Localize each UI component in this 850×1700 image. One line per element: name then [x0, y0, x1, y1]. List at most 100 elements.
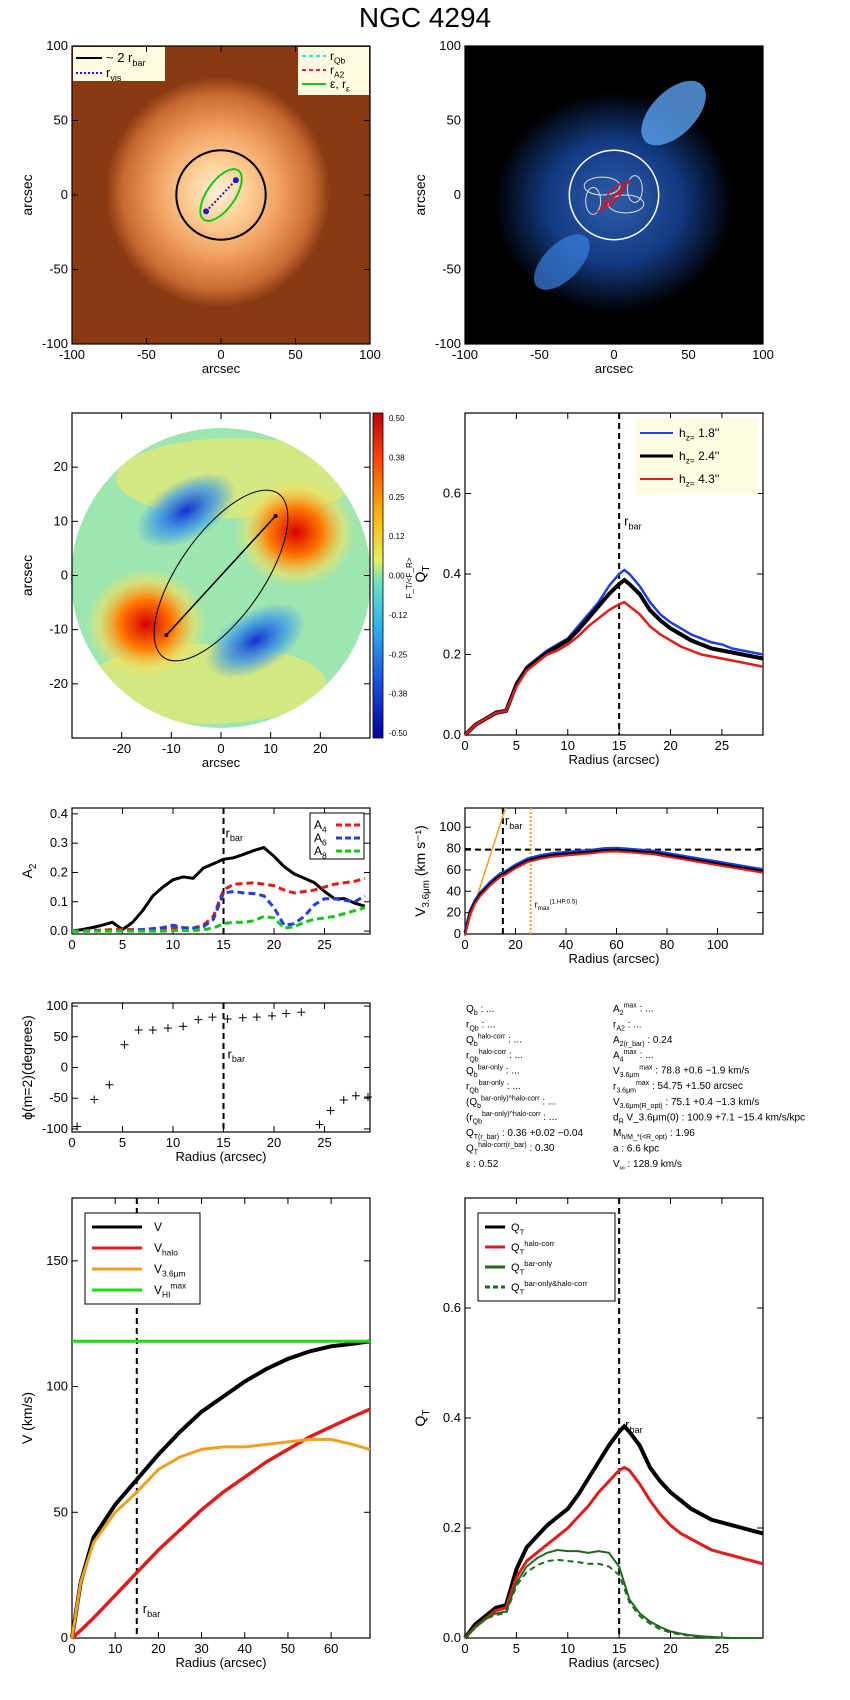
p7-xtick-label: 25	[317, 1135, 331, 1150]
colorbar-tick-label: -0.25	[389, 650, 408, 659]
p4-xtick-label: 10	[561, 738, 575, 753]
page-title: NGC 4294	[358, 2, 492, 33]
p7-ytick-label: 50	[54, 1029, 68, 1044]
p7-xtick-label: 20	[267, 1135, 281, 1150]
p7-ytick-label: 100	[46, 998, 68, 1013]
rvis-line	[205, 179, 237, 213]
phase-point	[351, 1091, 360, 1100]
phase-point	[90, 1095, 99, 1104]
p3-xtick-label: 20	[313, 741, 327, 756]
map-content	[71, 428, 371, 728]
rbar-label: rbar	[226, 825, 244, 843]
p6-ytick-label: 40	[447, 883, 461, 898]
series-line	[464, 850, 764, 936]
info-right-item: A4max : ...	[613, 1049, 653, 1064]
bar-axis	[596, 179, 632, 214]
series-line	[464, 600, 764, 736]
info-right-item: dR V_3.6μm(0) : 100.9 +7.1 −15.4 km/s/kp…	[613, 1113, 805, 1126]
legend-label: QTbar-only&halo-corr	[511, 1279, 588, 1296]
positive-lobe	[86, 569, 207, 680]
p2-ytick-label: 50	[447, 113, 461, 128]
p10-ytick-label: 0.4	[443, 1410, 461, 1425]
phase-point	[120, 1040, 129, 1049]
p3-ytick-label: 0	[61, 568, 68, 583]
phase-point	[252, 1013, 261, 1022]
p9-ytick-label: 0	[61, 1630, 68, 1645]
p6-xlabel: Radius (arcsec)	[568, 951, 659, 966]
phase-point	[148, 1026, 157, 1035]
legend-right-label: rQb	[330, 49, 346, 66]
series-line	[464, 1548, 763, 1639]
info-left-item: rQbbar-only : ...	[466, 1080, 521, 1095]
p5-frame	[71, 807, 371, 935]
p10-ytick-label: 0.2	[443, 1520, 461, 1535]
p9-xtick-label: 0	[68, 1641, 75, 1656]
colorbar-tick-label: -0.50	[389, 729, 408, 738]
legend-label: QTbar-only	[511, 1259, 552, 1276]
p7-xtick-label: 15	[216, 1135, 230, 1150]
p9-ylabel: V (km/s)	[19, 1392, 35, 1444]
phase-point	[223, 1014, 232, 1023]
p3-ylabel: arcsec	[19, 555, 35, 596]
p3-xtick-label: -20	[112, 741, 131, 756]
colorbar-tick-label: 0.25	[389, 493, 405, 502]
p7-xtick-label: 0	[68, 1135, 75, 1150]
info-left-item: ε : 0.52	[466, 1159, 499, 1170]
two-rbar-circle	[175, 149, 267, 241]
p10-ytick-label: 0.6	[443, 1300, 461, 1315]
series-line	[70, 1407, 371, 1640]
legend-right-label: ε, rε	[330, 77, 350, 94]
series-line	[72, 906, 366, 933]
p3-xtick-label: 10	[263, 741, 277, 756]
p10-xlabel: Radius (arcsec)	[568, 1655, 659, 1670]
p1-ytick-label: -100	[42, 336, 68, 351]
p4-ytick-label: 0.4	[443, 566, 461, 581]
p2-ylabel: arcsec	[412, 174, 428, 215]
p4-ylabel: QT	[412, 566, 432, 583]
panel-fourier-amplitudes: 05101520250.00.10.20.30.4A2rbarA4A6A8Rad…	[19, 806, 371, 952]
p4-xtick-label: 0	[461, 738, 468, 753]
panel-force-map: -20 -10 0 10 20 -20 -10 0 10 20 arcsec arcsec 0.50 0.…	[19, 412, 414, 770]
p6-xtick-label: 60	[609, 937, 623, 952]
force-contour	[585, 187, 602, 215]
rbar-label: rbar	[143, 1601, 161, 1619]
p3-ytick-label: 10	[54, 513, 68, 528]
info-left-item: (Qbbar-only)^halo-corr : ...	[466, 1096, 556, 1111]
rvis-end	[203, 208, 210, 215]
colorbar	[372, 412, 384, 739]
series-line	[463, 1423, 764, 1640]
rmax-label: rmax(1.HP,0.5)	[535, 898, 578, 912]
p2-xtick-label: 100	[752, 347, 774, 362]
p9-xtick-label: 40	[238, 1641, 252, 1656]
p3-xtick-label: -10	[162, 741, 181, 756]
info-left-item: QT(r_bar) : 0.36 +0.02 −0.04	[466, 1128, 583, 1141]
inner-slope-line	[464, 807, 507, 935]
p10-xtick-label: 10	[561, 1641, 575, 1656]
phase-point	[105, 1080, 114, 1089]
legend-label: QThalo-corr	[511, 1239, 555, 1256]
positive-lobe	[235, 477, 356, 588]
bar-ellipse	[603, 183, 625, 207]
legend-label: V	[154, 1220, 162, 1234]
p10-xtick-label: 15	[612, 1641, 626, 1656]
rbar-label: rbar	[625, 1417, 643, 1435]
p3-ytick-label: 20	[54, 459, 68, 474]
p10-ylabel: QT	[412, 1410, 432, 1427]
legend-label: hz= 2.4''	[679, 449, 719, 466]
p1-xtick-label: -50	[137, 347, 156, 362]
p9-xtick-label: 10	[108, 1641, 122, 1656]
phase-point	[208, 1013, 217, 1022]
info-right-item: V3.6μmmax : 78.8 +0.6 −1.9 km/s	[613, 1065, 749, 1080]
info-right-item: A2max : ...	[613, 1003, 653, 1018]
legend-left-box	[73, 47, 165, 81]
phase-point	[134, 1026, 143, 1035]
phase-point	[194, 1015, 203, 1024]
p3-ytick-label: -10	[49, 622, 68, 637]
p9-ytick-label: 150	[46, 1253, 68, 1268]
panel-qt-corrections: 0 5 10 15 20 25 0.0 0.2 0.4 0.6 Radius (arcsec) QT r…	[412, 1197, 764, 1670]
p4-xtick-label: 20	[663, 738, 677, 753]
p1-xtick-label: 0	[217, 347, 224, 362]
p5-xtick-label: 5	[119, 937, 126, 952]
